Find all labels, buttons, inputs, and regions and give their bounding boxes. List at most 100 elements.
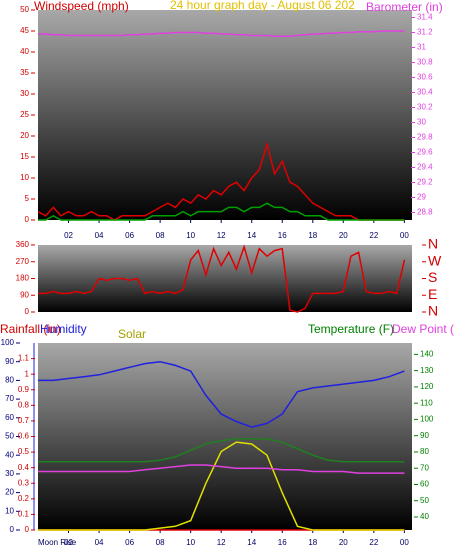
rain-tick: 0	[25, 525, 30, 534]
rain-tick: 0.3	[18, 478, 30, 487]
humidity-tick: 80	[5, 376, 14, 385]
x-tick-label: 16	[278, 231, 287, 240]
y-tick: 0	[25, 215, 30, 224]
x-tick-label: 22	[369, 231, 378, 240]
chart-title: 24 hour graph day - August 06 202	[170, 0, 355, 12]
y2-tick: N	[428, 236, 438, 252]
series-line	[37, 141, 405, 221]
x-tick-label: 14	[247, 538, 256, 547]
panel-climate	[38, 343, 412, 530]
series-line	[38, 438, 405, 463]
y-tick: 30	[20, 89, 29, 98]
x-tick-label: 12	[217, 538, 226, 547]
y-tick: 40	[20, 47, 29, 56]
y2-tick: 29.4	[417, 163, 433, 172]
panel-direction	[38, 245, 412, 312]
x-tick-label: 08	[156, 538, 165, 547]
y2-tick: 31	[417, 43, 426, 52]
series-line	[38, 30, 405, 38]
y2-tick: E	[428, 286, 437, 302]
temperature-tick: 60	[420, 480, 429, 489]
temperature-tick: 80	[420, 447, 429, 456]
y-tick: 10	[20, 173, 29, 182]
y-tick: 15	[20, 152, 29, 161]
y-tick: 180	[16, 274, 30, 283]
rain-tick: 0.2	[18, 494, 30, 503]
rain-tick: 0.8	[18, 400, 30, 409]
y-tick: 25	[20, 110, 29, 119]
x-tick-label: 00	[400, 538, 409, 547]
rain-tick: 0.4	[18, 463, 30, 472]
y2-tick: W	[428, 252, 442, 268]
y2-tick: 30.6	[417, 73, 433, 82]
x-tick-label: 20	[339, 538, 348, 547]
temperature-tick: 90	[420, 431, 429, 440]
humidity-tick: 60	[5, 413, 14, 422]
x-tick-label: 10	[186, 231, 195, 240]
x-tick-label: 02	[64, 231, 73, 240]
rain-tick: 0.5	[18, 447, 30, 456]
y-tick: 35	[20, 68, 29, 77]
rain-label: Rainfall (in)	[0, 322, 61, 336]
y-tick: 5	[25, 194, 30, 203]
y-tick: 270	[16, 257, 30, 266]
y2-tick: 29.8	[417, 133, 433, 142]
rain-tick: 0.7	[18, 416, 30, 425]
temperature-tick: 100	[420, 415, 434, 424]
y2-tick: 30.2	[417, 103, 433, 112]
y-tick: 90	[20, 290, 29, 299]
rain-tick: 0.9	[18, 385, 30, 394]
moon-rise: Moon Rise	[38, 538, 77, 547]
y-tick: 50	[20, 5, 29, 14]
wind-label: Windspeed (mph)	[34, 0, 129, 13]
temperature-tick: 70	[420, 463, 429, 472]
x-tick-label: 06	[125, 538, 134, 547]
humidity-tick: 100	[1, 338, 15, 347]
panel-wind	[38, 10, 412, 220]
y2-tick: 29.2	[417, 178, 433, 187]
y2-tick: S	[428, 269, 437, 285]
y2-tick: 30.4	[417, 88, 433, 97]
x-tick-label: 14	[247, 231, 256, 240]
temperature-tick: 140	[420, 349, 434, 358]
x-tick-label: 04	[95, 231, 104, 240]
humidity-tick: 20	[5, 488, 14, 497]
y2-tick: 29.6	[417, 148, 433, 157]
humidity-tick: 0	[10, 525, 15, 534]
series-line	[38, 464, 405, 474]
humidity-tick: 50	[5, 432, 14, 441]
x-tick-label: 20	[339, 231, 348, 240]
y-tick: 0	[25, 307, 30, 316]
temperature-tick: 40	[420, 512, 429, 521]
y2-tick: 30	[417, 118, 426, 127]
humidity-tick: 10	[5, 506, 14, 515]
x-tick-label: 16	[278, 538, 287, 547]
y2-tick: N	[428, 303, 438, 319]
y-tick: 20	[20, 131, 29, 140]
y2-tick: 29	[417, 193, 426, 202]
rain-tick: 1.1	[18, 354, 30, 363]
y-tick: 360	[16, 240, 30, 249]
humidity-tick: 70	[5, 394, 14, 403]
humidity-tick: 30	[5, 469, 14, 478]
x-tick-label: 08	[156, 231, 165, 240]
series-line	[38, 360, 405, 428]
rain-tick: 0.6	[18, 432, 30, 441]
x-tick-label: 04	[95, 538, 104, 547]
x-tick-label: 18	[308, 231, 317, 240]
x-tick-label: 18	[308, 538, 317, 547]
x-tick-label: 02	[64, 538, 73, 547]
temperature-tick: 120	[420, 382, 434, 391]
y2-tick: 28.8	[417, 208, 433, 217]
series-line	[38, 244, 406, 313]
y2-tick: 30.8	[417, 58, 433, 67]
series-line	[38, 441, 405, 531]
rain-tick: 1	[25, 369, 30, 378]
humidity-label: Humidity	[40, 322, 87, 336]
series-line	[38, 202, 405, 221]
solar-label: Solar	[118, 327, 146, 341]
y2-tick: 31.4	[417, 13, 433, 22]
temperature-tick: 50	[420, 496, 429, 505]
barometer-label: Barometer (in)	[366, 0, 443, 14]
x-tick-label: 06	[125, 231, 134, 240]
